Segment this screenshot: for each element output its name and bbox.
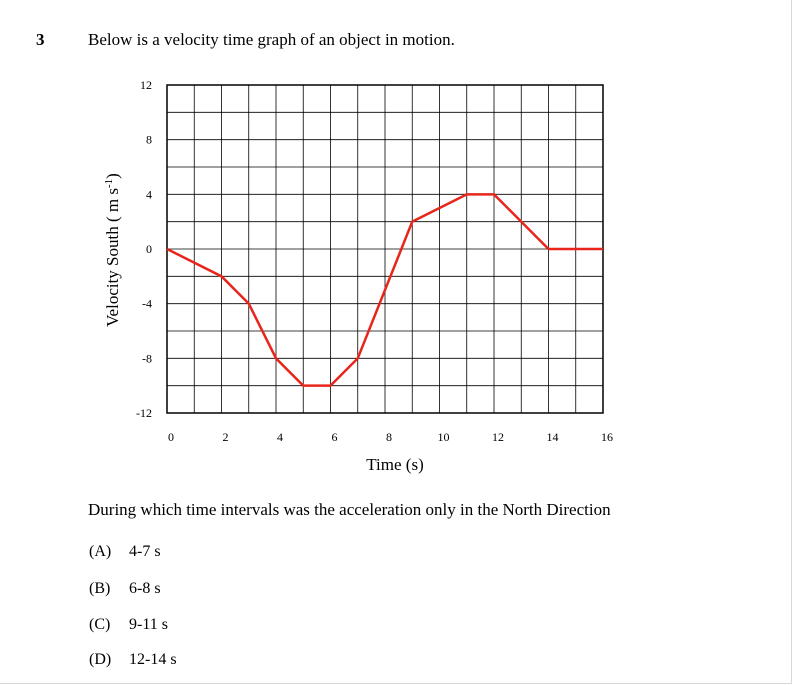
y-axis-label: Velocity South ( m s-1): [103, 173, 122, 327]
choice-c-letter: (C): [89, 616, 111, 633]
x-tick-label: 2: [223, 430, 229, 444]
x-tick-labels: 0 2 4 6 8 10 12 14 16: [168, 430, 613, 444]
y-tick-label: 8: [146, 133, 152, 147]
y-tick-label: -12: [136, 406, 152, 420]
choice-d-text: 12-14 s: [129, 651, 177, 668]
x-tick-label: 8: [386, 430, 392, 444]
choice-b-letter: (B): [89, 580, 111, 597]
choice-d-letter: (D): [89, 651, 112, 668]
velocity-time-chart: 12 8 4 0 -4 -8 -12 0 2 4 6 8 10 12 14 16 Time (s) Velo…: [103, 78, 613, 474]
x-tick-label: 12: [492, 430, 504, 444]
x-tick-label: 14: [547, 430, 559, 444]
x-tick-label: 4: [277, 430, 283, 444]
question-prompt: During which time intervals was the acce…: [88, 500, 611, 519]
y-axis-label-main: Velocity South ( m s: [103, 188, 122, 327]
question-text: Below is a velocity time graph of an obj…: [88, 30, 455, 49]
y-tick-label: 0: [146, 242, 152, 256]
grid: [167, 85, 603, 413]
y-axis-label-exponent: -1: [103, 179, 115, 188]
velocity-line: [166, 193, 603, 387]
x-tick-label: 0: [168, 430, 174, 444]
x-tick-label: 10: [438, 430, 450, 444]
y-tick-label: -8: [142, 351, 152, 365]
x-tick-label: 16: [601, 430, 613, 444]
y-axis-label-close: ): [103, 173, 122, 179]
y-tick-label: -4: [142, 297, 152, 311]
x-tick-label: 6: [332, 430, 338, 444]
choice-c-text: 9-11 s: [129, 616, 168, 633]
choice-b-text: 6-8 s: [129, 580, 161, 597]
y-tick-label: 4: [146, 187, 152, 201]
choice-d[interactable]: (D) 12-14 s: [89, 651, 177, 669]
x-axis-label: Time (s): [366, 455, 423, 474]
y-tick-labels: 12 8 4 0 -4 -8 -12: [136, 78, 152, 420]
question-number: 3: [36, 30, 45, 49]
choice-a-text: 4-7 s: [129, 543, 161, 560]
choice-c[interactable]: (C) 9-11 s: [89, 616, 168, 634]
choice-b[interactable]: (B) 6-8 s: [89, 580, 161, 598]
choice-a-letter: (A): [89, 543, 112, 560]
choice-a[interactable]: (A) 4-7 s: [89, 543, 161, 561]
y-tick-label: 12: [140, 78, 152, 92]
